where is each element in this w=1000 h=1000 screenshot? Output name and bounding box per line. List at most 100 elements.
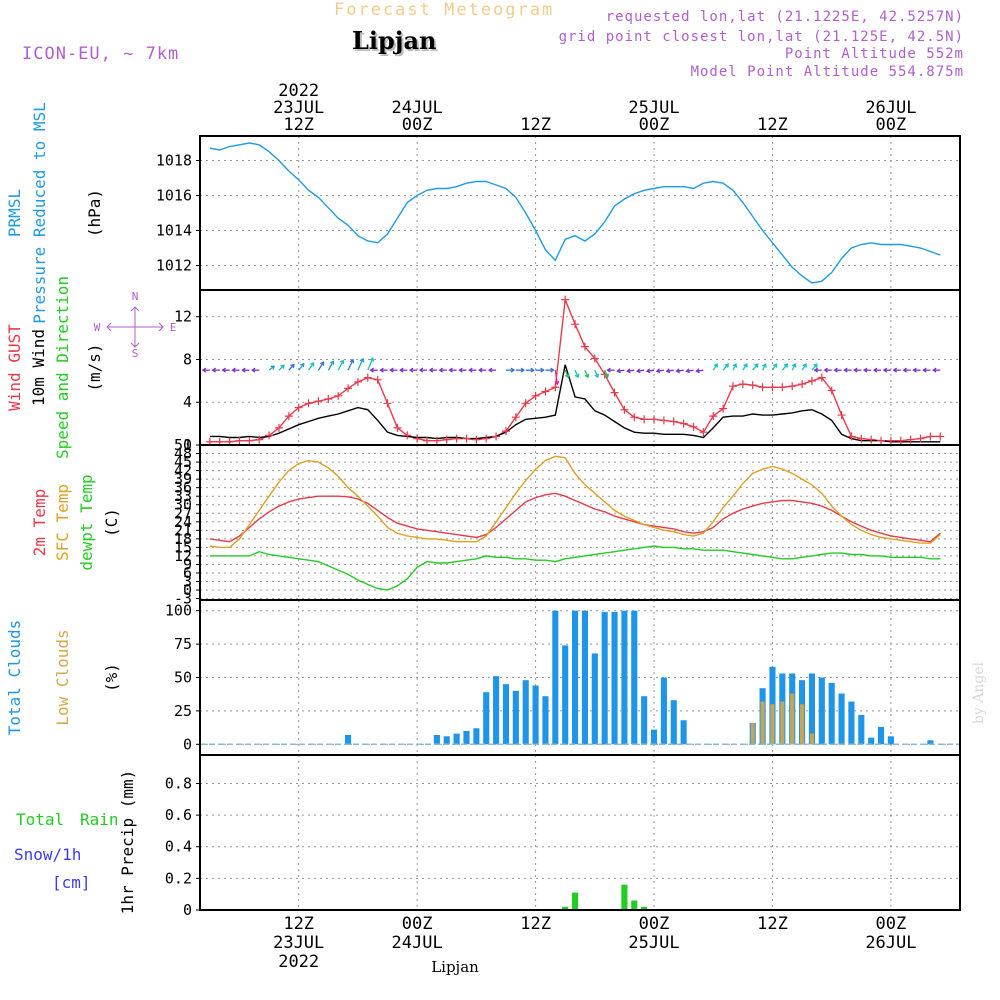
wind-vector-head [813, 363, 818, 368]
gust-marker [896, 436, 905, 445]
y-tick-label: 12 [174, 547, 192, 565]
gust-marker [432, 436, 441, 445]
gust-marker [758, 383, 767, 392]
wind-vector-head [783, 363, 789, 368]
total-cloud-bar [532, 685, 539, 745]
wind-vector [288, 364, 295, 371]
y-tick-label: 51 [174, 436, 192, 454]
gust-marker [689, 422, 698, 431]
y-tick-label: 30 [174, 496, 192, 514]
panel-label: 2m Temp [30, 489, 49, 556]
label-snow: Snow/1h [14, 845, 81, 864]
series-line-sfc-temp [209, 455, 941, 549]
total-cloud-bar [483, 692, 490, 745]
wind-vector-head [319, 361, 325, 366]
wind-vector-head [211, 367, 216, 373]
wind-vector-head [743, 363, 748, 368]
wind-vector [367, 357, 374, 371]
wind-vector-head [626, 368, 631, 374]
time-label-bottom: 00Z [876, 914, 907, 934]
wind-vector-head [882, 367, 888, 373]
time-label-top: 00Z [402, 115, 433, 135]
gust-marker [235, 436, 244, 445]
wind-vector-head [310, 362, 315, 367]
gust-marker [620, 405, 629, 414]
time-label-bottom: 26JUL [865, 933, 916, 953]
wind-vector-head [724, 363, 729, 368]
wind-vector-head [616, 368, 621, 374]
wind-vector [594, 369, 599, 378]
wind-vector-head [791, 363, 797, 368]
gust-marker [640, 415, 649, 424]
y-tick-label: 12 [174, 308, 192, 326]
compass-n: N [132, 290, 139, 303]
wind-vector [712, 363, 718, 371]
wind-vector-head [458, 367, 463, 373]
wind-vector-head [922, 367, 927, 373]
total-cloud-bar [848, 701, 855, 745]
gust-marker [857, 434, 866, 443]
wind-vector [584, 369, 589, 378]
total-cloud-bar [621, 610, 628, 745]
y-tick-label: 0 [183, 735, 192, 753]
total-cloud-bar [581, 610, 588, 745]
gust-marker [413, 434, 422, 443]
chart-title: Forecast Meteogram [334, 0, 555, 20]
total-cloud-bar [601, 612, 608, 745]
label-rain: Rain [80, 810, 119, 829]
wind-vector-head [772, 363, 778, 368]
wind-vector-head [329, 360, 335, 365]
wind-vector [676, 369, 684, 372]
gust-marker [274, 423, 283, 432]
total-cloud-bar [868, 737, 875, 745]
credit-watermark: by Angel [971, 661, 987, 724]
wind-vector [771, 363, 778, 371]
gust-marker [501, 427, 510, 436]
wind-vector [554, 370, 558, 385]
time-label-bottom: 00Z [639, 914, 670, 934]
wind-vector-head [685, 368, 690, 374]
low-cloud-bar [770, 704, 775, 745]
gust-marker [531, 391, 540, 400]
wind-vector [722, 363, 729, 371]
panel-label: 10m Wind [29, 329, 48, 406]
wind-vector-head [369, 357, 375, 362]
gust-marker [936, 432, 945, 441]
wind-vector [801, 363, 807, 371]
y-tick-label: 1014 [156, 222, 192, 240]
y-tick-label: 0.4 [165, 838, 192, 856]
y-tick-label: 0.2 [165, 869, 192, 887]
time-label-top: 00Z [639, 115, 670, 135]
gust-marker [255, 435, 264, 444]
wind-vector [617, 369, 625, 372]
gust-marker [738, 380, 747, 389]
total-cloud-bar [631, 610, 638, 745]
total-cloud-bar [473, 728, 480, 745]
series-line-10m-wind [209, 364, 941, 443]
compass-e: E [170, 321, 177, 334]
rain-bar [562, 906, 569, 910]
gust-marker [324, 395, 333, 404]
label-cm: [cm] [52, 873, 91, 892]
wind-vector-head [448, 367, 453, 373]
gust-marker [590, 354, 599, 363]
gust-marker [728, 382, 737, 391]
gust-marker [719, 404, 728, 413]
total-cloud-bar [443, 736, 450, 745]
total-cloud-bar [680, 720, 687, 745]
wind-vector-head [520, 367, 525, 373]
y-axis-unit-temperature: (C) [102, 508, 121, 537]
gust-marker [334, 391, 343, 400]
panel-frame-wind [199, 289, 961, 446]
wind-vector [646, 369, 655, 372]
low-cloud-bar [790, 693, 795, 745]
wind-vector-head [418, 367, 424, 373]
wind-vector-head [540, 367, 545, 373]
gust-marker [353, 377, 362, 386]
wind-vector [686, 369, 694, 372]
time-label-bottom: 12Z [757, 914, 788, 934]
requested-coords: requested lon,lat (21.1225E, 42.5257N) [605, 9, 964, 25]
gust-marker [551, 383, 560, 392]
total-cloud-bar [828, 682, 835, 745]
y-tick-label: 100 [165, 602, 192, 620]
